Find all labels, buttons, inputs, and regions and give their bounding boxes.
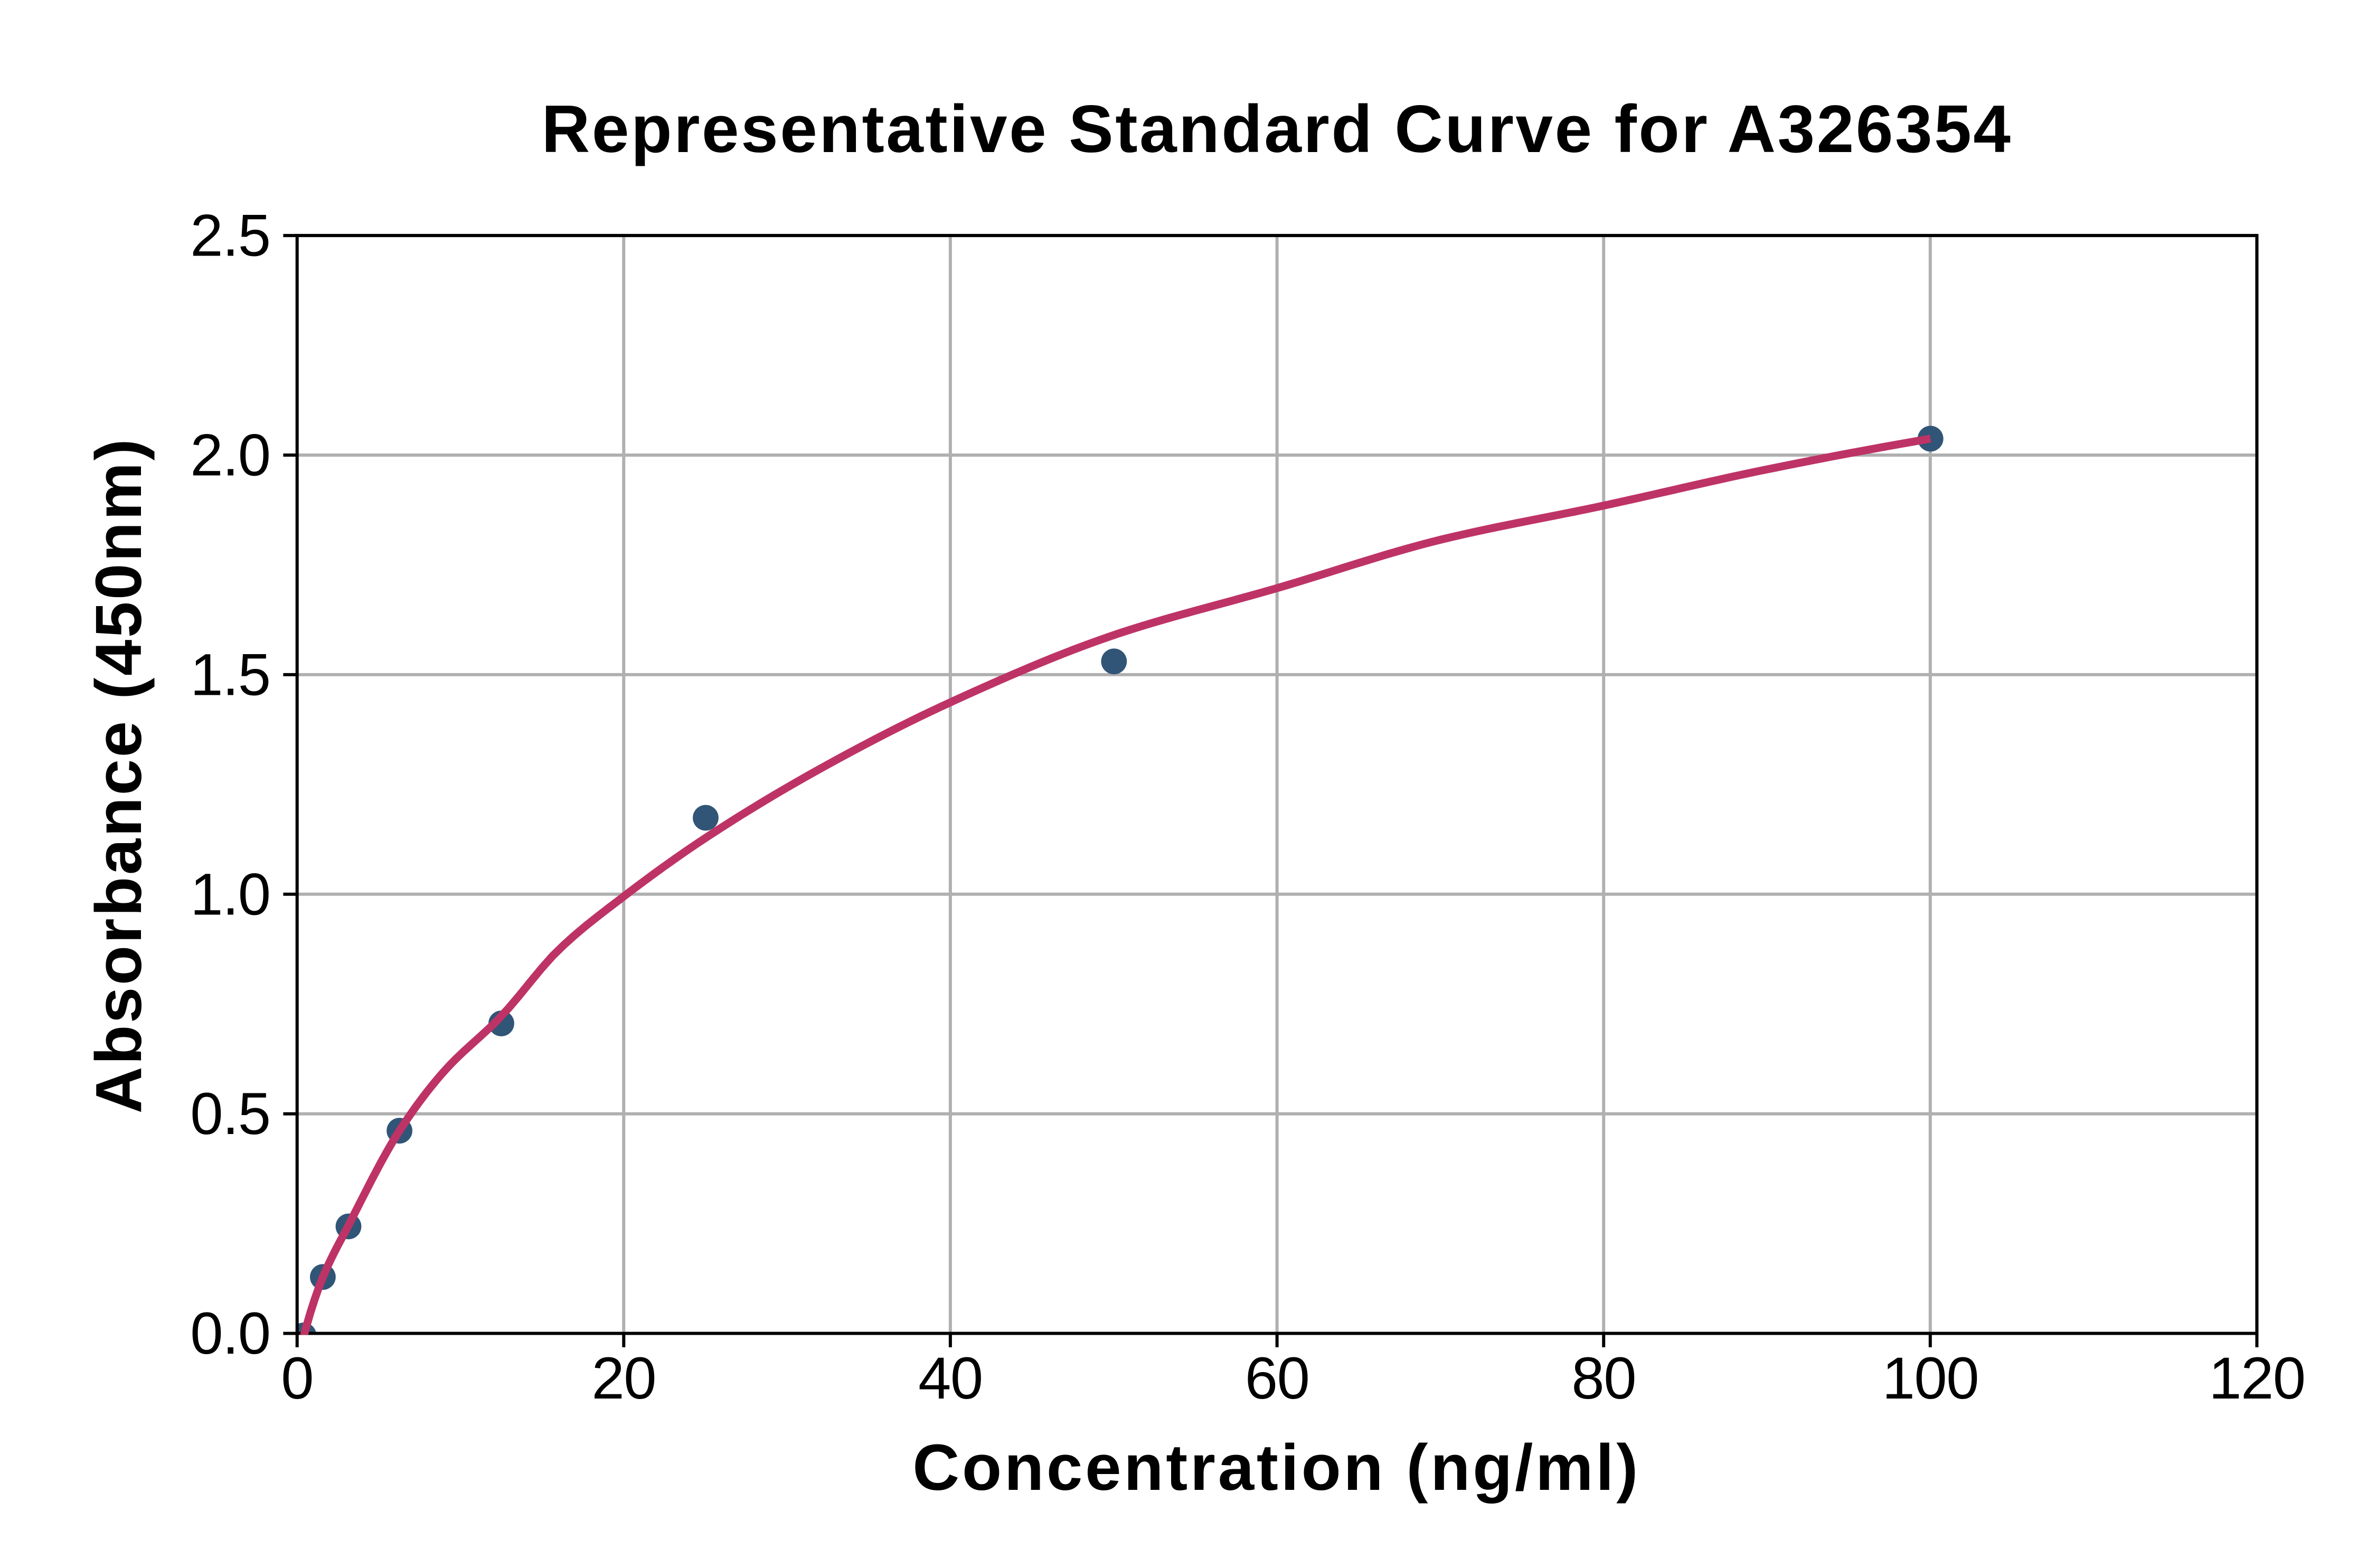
svg-text:1.5: 1.5 [190, 641, 270, 707]
svg-text:40: 40 [918, 1345, 983, 1411]
svg-text:Representative Standard Curve: Representative Standard Curve for A32635… [542, 91, 2013, 166]
svg-text:0.5: 0.5 [190, 1081, 270, 1147]
svg-text:60: 60 [1245, 1345, 1309, 1411]
svg-text:0: 0 [281, 1345, 313, 1411]
svg-text:120: 120 [2209, 1345, 2305, 1411]
svg-text:20: 20 [592, 1345, 656, 1411]
svg-text:80: 80 [1571, 1345, 1636, 1411]
svg-text:100: 100 [1882, 1345, 1978, 1411]
svg-text:Absorbance (450nm): Absorbance (450nm) [83, 437, 155, 1113]
svg-text:1.0: 1.0 [190, 861, 270, 927]
svg-text:2.5: 2.5 [190, 203, 270, 269]
svg-text:2.0: 2.0 [190, 422, 270, 488]
svg-text:0.0: 0.0 [190, 1300, 270, 1366]
svg-text:Concentration (ng/ml): Concentration (ng/ml) [912, 1432, 1640, 1504]
